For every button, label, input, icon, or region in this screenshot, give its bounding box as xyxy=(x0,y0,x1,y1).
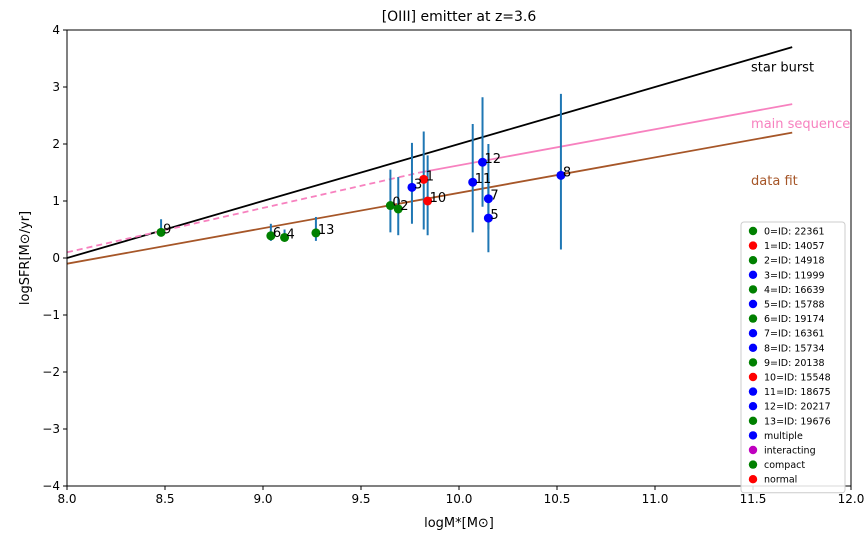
y-tick-label: 4 xyxy=(52,23,60,37)
data-point-2 xyxy=(393,204,403,214)
legend-marker xyxy=(748,270,758,279)
legend-marker xyxy=(748,475,758,484)
point-label-2: 2 xyxy=(400,199,408,214)
data-point-9 xyxy=(156,227,166,237)
legend-entry: 1=ID: 14057 xyxy=(764,241,825,252)
x-tick-label: 11.0 xyxy=(642,492,669,506)
legend-marker xyxy=(748,431,758,440)
legend: 0=ID: 22361 1=ID: 14057 2=ID: 14918 3=ID: 1… xyxy=(740,221,846,494)
y-tick-label: 0 xyxy=(52,251,60,265)
legend-entry: 7=ID: 16361 xyxy=(764,329,825,340)
x-tick-label: 8.5 xyxy=(155,492,174,506)
legend-marker xyxy=(748,226,758,236)
main-sequence-label: main sequence xyxy=(751,117,850,132)
y-tick-label: −2 xyxy=(42,365,60,379)
legend-entry: normal xyxy=(764,475,797,486)
data-point-11 xyxy=(468,177,478,187)
legend-marker xyxy=(748,402,758,411)
chart-title: [OIII] emitter at z=3.6 xyxy=(382,9,537,25)
data-point-8 xyxy=(556,170,566,180)
y-tick-label: 2 xyxy=(52,137,60,151)
point-label-3: 3 xyxy=(414,177,422,192)
point-label-12: 12 xyxy=(485,152,502,167)
y-axis-label: logSFR[M⊙/yr] xyxy=(18,211,33,305)
legend-box xyxy=(740,221,846,494)
legend-marker xyxy=(748,299,758,309)
legend-entry: 9=ID: 20138 xyxy=(764,358,825,369)
point-label-0: 0 xyxy=(392,196,400,211)
legend-marker xyxy=(748,329,758,338)
legend-entry: multiple xyxy=(764,431,803,442)
legend-entry: compact xyxy=(764,460,805,471)
legend-entry: 8=ID: 15734 xyxy=(764,343,825,354)
point-label-11: 11 xyxy=(475,172,492,187)
data-fit-label: data fit xyxy=(751,174,798,189)
legend-marker xyxy=(748,372,758,382)
data-point-13 xyxy=(311,228,321,238)
point-label-8: 8 xyxy=(563,165,571,180)
x-axis-label: logM*[M⊙] xyxy=(424,516,494,531)
point-label-9: 9 xyxy=(163,222,171,237)
x-tick-label: 8.0 xyxy=(57,492,76,506)
legend-marker xyxy=(748,241,758,250)
legend-entry: 4=ID: 16639 xyxy=(764,285,825,296)
legend-entry: 2=ID: 14918 xyxy=(764,256,825,267)
legend-marker xyxy=(748,460,758,469)
legend-entry: 10=ID: 15548 xyxy=(764,373,831,384)
star-burst-label: star burst xyxy=(751,61,814,76)
y-tick-label: −4 xyxy=(42,479,60,493)
legend-entry: 11=ID: 18675 xyxy=(764,387,831,398)
data-point-5 xyxy=(483,213,493,223)
legend-entry: interacting xyxy=(764,446,816,457)
legend-entry: 5=ID: 15788 xyxy=(764,300,825,311)
legend-marker xyxy=(748,445,758,455)
x-tick-label: 10.0 xyxy=(446,492,473,506)
point-label-13: 13 xyxy=(318,223,335,238)
legend-marker xyxy=(748,256,758,265)
star-burst-line xyxy=(67,46,793,259)
x-tick-label: 9.0 xyxy=(253,492,272,506)
y-tick-label: 3 xyxy=(52,80,60,94)
data-point-1 xyxy=(419,174,429,184)
data-point-7 xyxy=(483,194,493,204)
legend-marker xyxy=(748,314,758,323)
point-label-7: 7 xyxy=(490,189,498,204)
point-label-5: 5 xyxy=(490,208,498,223)
y-tick-label: 1 xyxy=(52,194,60,208)
y-tick-label: −1 xyxy=(42,308,60,322)
legend-entry: 0=ID: 22361 xyxy=(764,227,825,238)
data-point-10 xyxy=(423,196,433,206)
y-tick-label: −3 xyxy=(42,422,60,436)
legend-marker xyxy=(748,358,758,367)
x-tick-label: 11.5 xyxy=(740,492,767,506)
point-label-4: 4 xyxy=(287,227,295,242)
point-label-10: 10 xyxy=(430,191,447,206)
main-sequence-extension-line xyxy=(67,171,420,254)
axes: 8.0 8.5 9.0 9.5 10.0 10.5 11.0 11.5 12.0 −4 −3 −2 −1… xyxy=(42,23,864,506)
x-tick-label: 12.0 xyxy=(838,492,865,506)
point-label-1: 1 xyxy=(426,169,434,184)
legend-marker xyxy=(748,416,758,425)
data-point-3 xyxy=(407,182,417,192)
data-point-0 xyxy=(385,201,395,211)
data-point-12 xyxy=(478,157,488,167)
data-point-4 xyxy=(280,232,290,242)
point-label-6: 6 xyxy=(273,226,281,241)
legend-marker xyxy=(748,387,758,396)
x-tick-label: 10.5 xyxy=(544,492,571,506)
legend-entry: 6=ID: 19174 xyxy=(764,314,825,325)
x-tick-label: 9.5 xyxy=(351,492,370,506)
legend-marker xyxy=(748,343,758,352)
legend-entry: 13=ID: 19676 xyxy=(764,416,831,427)
legend-marker xyxy=(748,285,758,294)
data-point-6 xyxy=(266,231,276,241)
legend-entry: 3=ID: 11999 xyxy=(764,270,825,281)
legend-entry: 12=ID: 20217 xyxy=(764,402,831,413)
plot-frame xyxy=(66,29,852,487)
